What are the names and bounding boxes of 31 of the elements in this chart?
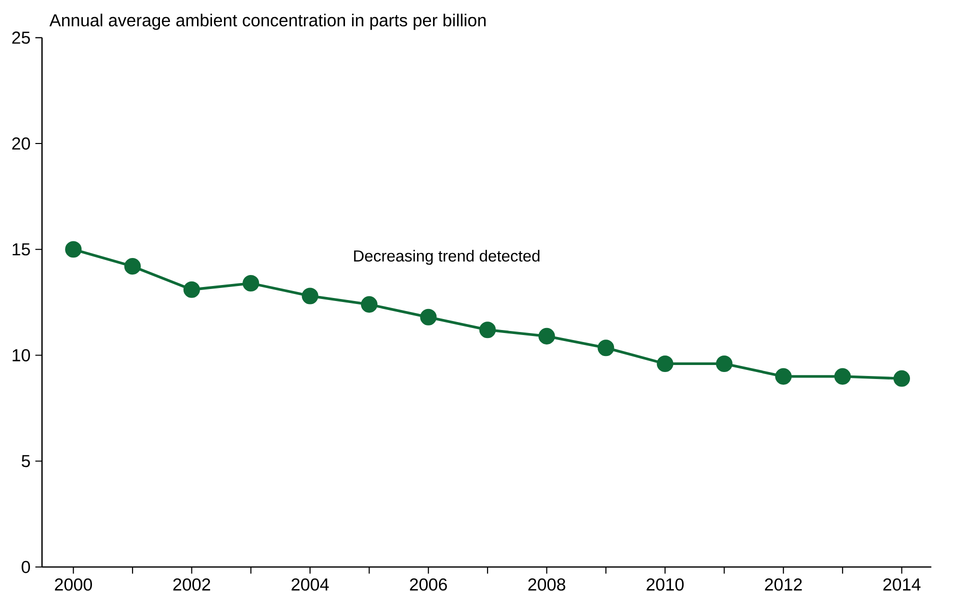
x-tick-label: 2010 <box>646 578 684 591</box>
point <box>775 368 792 385</box>
x-tick-label: 2002 <box>173 578 210 591</box>
annotation: Decreasing trend detected <box>354 250 540 265</box>
point <box>716 355 733 372</box>
point <box>360 296 378 313</box>
point <box>538 328 555 344</box>
point <box>242 275 260 292</box>
point <box>302 288 318 304</box>
x-tick-label: 2012 <box>765 578 802 591</box>
x-tick-label: 2006 <box>410 578 447 591</box>
chart-title: Annual average ambient concentration in parts per billion <box>49 14 486 30</box>
y-tick-label: 15 <box>12 243 30 256</box>
point <box>656 355 674 372</box>
y-tick-label: 0 <box>22 560 30 574</box>
point <box>834 368 851 385</box>
point <box>65 241 82 258</box>
x-tick-label: 2014 <box>883 578 921 591</box>
point <box>124 258 141 275</box>
x-tick-label: 2004 <box>292 578 329 591</box>
point <box>183 281 200 298</box>
y-tick-label: 5 <box>22 455 30 468</box>
x-tick-label: 2000 <box>54 578 92 591</box>
y-tick-label: 10 <box>12 349 30 362</box>
y-tick-label: 25 <box>12 32 30 44</box>
point <box>598 340 614 356</box>
point <box>893 370 910 387</box>
x-tick-label: 2008 <box>528 578 566 591</box>
y-tick-label: 20 <box>12 137 30 150</box>
point <box>420 308 437 326</box>
point <box>479 322 496 338</box>
